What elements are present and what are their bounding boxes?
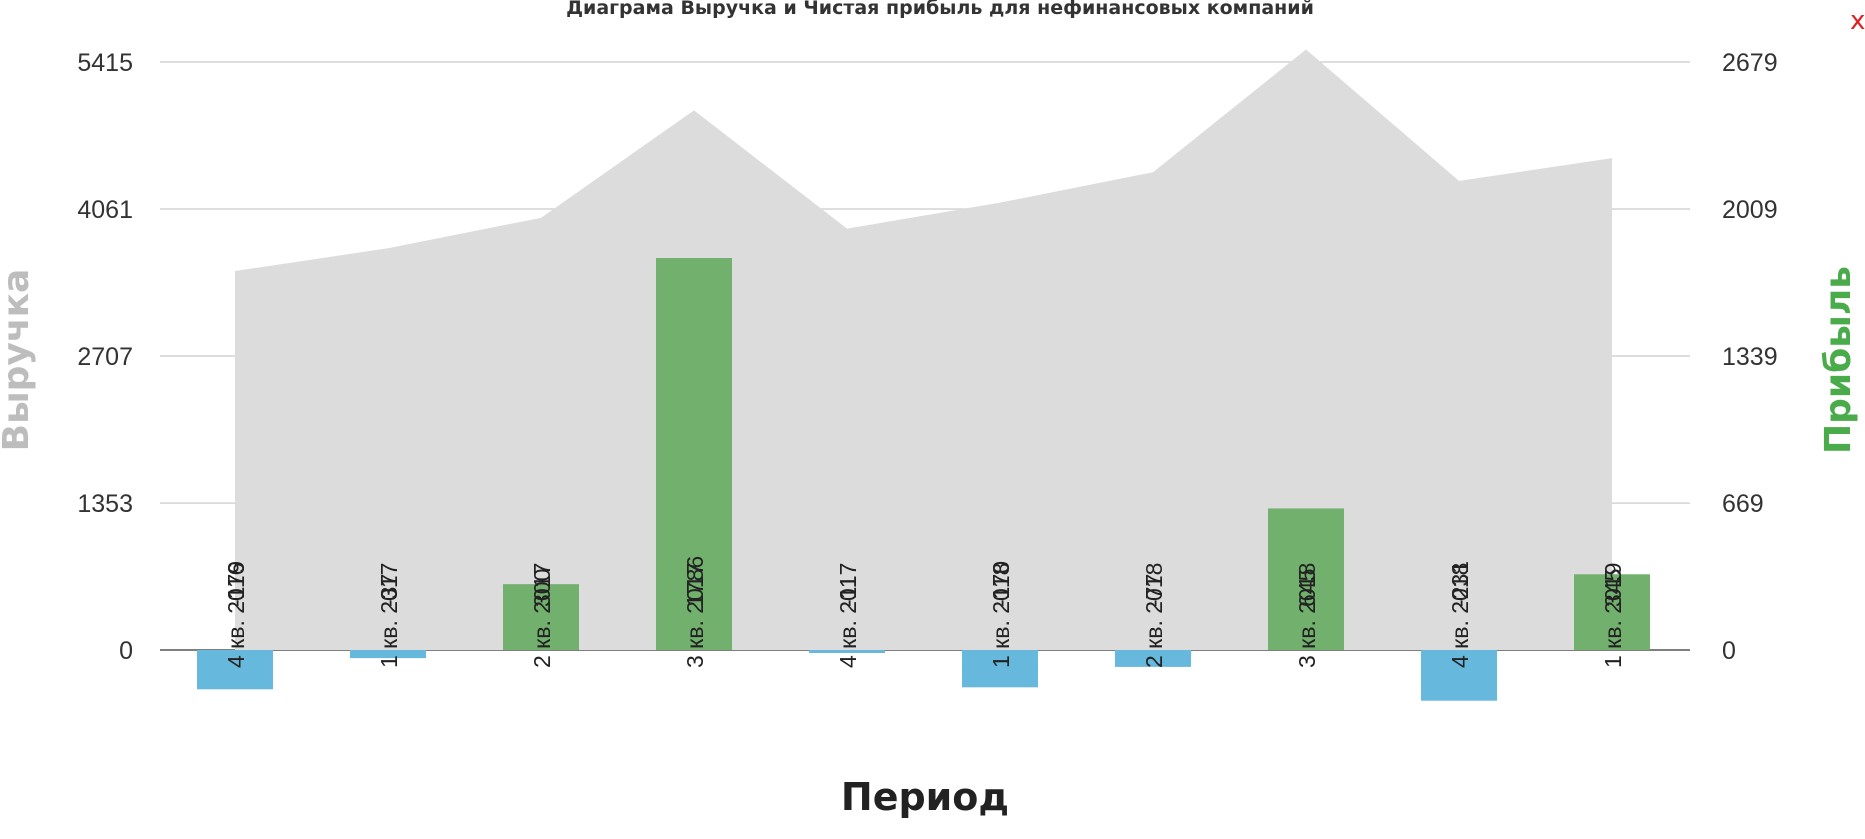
x-tick-label: 2 кв. 2018 (1141, 563, 1167, 668)
x-tick-label: 1 кв. 2018 (988, 563, 1014, 668)
profit-bars (197, 258, 1650, 701)
profit-value-label: -11 (835, 575, 861, 607)
left-tick-label: 1353 (77, 490, 133, 518)
right-axis-ticks: 0 669 1339 2009 2679 (1722, 49, 1778, 665)
profit-bar (197, 650, 273, 690)
revenue-area-shape (235, 49, 1612, 651)
profit-value-label: -37 (376, 574, 402, 607)
right-tick-label: 2679 (1722, 49, 1778, 77)
left-tick-label: 0 (119, 637, 133, 665)
x-tick-label: 1 кв. 2017 (376, 563, 402, 668)
profit-bar (1268, 508, 1344, 650)
profit-bar (1574, 574, 1650, 650)
profit-value-label: 1786 (682, 556, 708, 607)
x-axis-ticks: 4 кв. 2016 1 кв. 2017 2 кв. 2017 3 кв. 2017… (223, 563, 1626, 668)
left-axis-ticks: 0 1353 2707 4061 5415 (77, 49, 133, 665)
profit-value-label: -179 (223, 561, 249, 607)
profit-bar (809, 650, 885, 653)
profit-value-labels: -179 -37 300 1786 -11 -170 -77 645 -231 345 (223, 556, 1626, 607)
profit-value-label: 645 (1294, 569, 1320, 607)
profit-bar (1421, 650, 1497, 701)
profit-bar (1115, 650, 1191, 667)
profit-value-label: -231 (1447, 561, 1473, 607)
x-tick-label: 1 кв. 2019 (1600, 563, 1626, 668)
profit-bar (656, 258, 732, 650)
profit-value-label: 345 (1600, 569, 1626, 607)
x-tick-label: 3 кв. 2018 (1294, 563, 1320, 668)
profit-bar (503, 584, 579, 650)
left-tick-label: 4061 (77, 196, 133, 224)
profit-value-label: -77 (1141, 574, 1167, 607)
y-axis-right-title: Прибыль (1818, 266, 1859, 454)
chart-title: Диаграма Выручка и Чистая прибыль для не… (566, 0, 1314, 19)
left-tick-label: 2707 (77, 343, 133, 371)
revenue-area (235, 49, 1612, 651)
x-tick-label: 3 кв. 2017 (682, 563, 708, 668)
right-tick-label: 0 (1722, 637, 1736, 665)
close-icon[interactable]: x (1850, 6, 1865, 36)
x-tick-label: 4 кв. 2017 (835, 563, 861, 668)
right-tick-label: 669 (1722, 490, 1764, 518)
right-tick-label: 2009 (1722, 196, 1778, 224)
profit-bar (350, 650, 426, 659)
profit-value-label: 300 (529, 569, 555, 607)
x-tick-label: 2 кв. 2017 (529, 563, 555, 668)
profit-bar (962, 650, 1038, 688)
x-axis-title: Период (841, 775, 1009, 819)
profit-value-label: -170 (988, 561, 1014, 607)
x-tick-label: 4 кв. 2018 (1447, 563, 1473, 668)
right-tick-label: 1339 (1722, 343, 1778, 371)
y-axis-left-title: Выручка (0, 269, 37, 452)
x-tick-label: 4 кв. 2016 (223, 563, 249, 668)
left-tick-label: 5415 (77, 49, 133, 77)
